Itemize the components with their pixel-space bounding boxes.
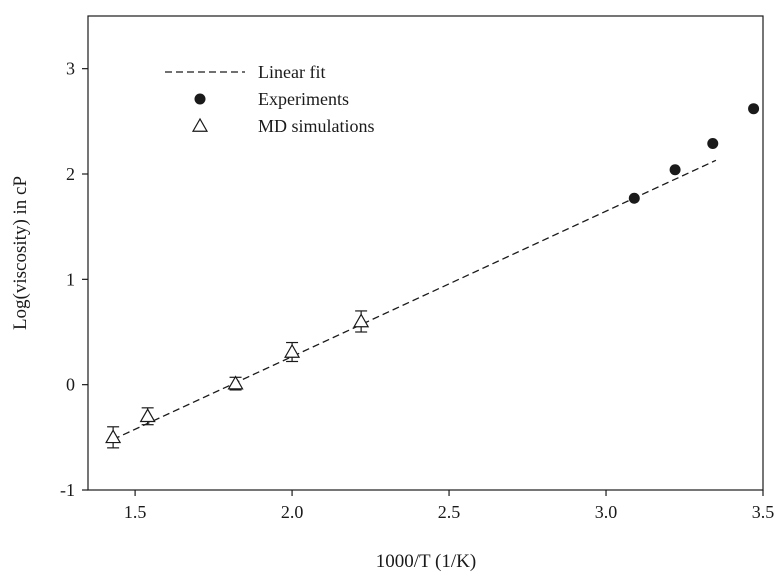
experiment-point [669,164,681,176]
legend: Linear fit Experiments MD simulations [165,62,375,136]
data-points-layer [105,103,760,449]
md-simulation-point [139,408,156,423]
y-tick-label: 0 [66,375,75,395]
legend-label: Experiments [258,89,349,109]
md-simulation-point [284,343,301,358]
y-axis-label: Log(viscosity) in cP [10,176,31,330]
experiment-point [628,192,640,204]
fit-line-layer [112,159,717,441]
x-tick-label: 3.5 [752,502,775,522]
legend-swatch-experiments [194,93,206,105]
y-tick-label: 3 [66,59,75,79]
legend-label: MD simulations [258,116,375,136]
legend-label: Linear fit [258,62,325,82]
y-tick-label: 2 [66,164,75,184]
y-tick-label: 1 [66,269,75,289]
md-simulation-point [227,375,244,390]
linear-fit-line [112,159,717,441]
x-axis: 1.5 2.0 2.5 3.0 3.5 [124,490,774,522]
y-tick-label: -1 [60,480,75,500]
x-tick-label: 3.0 [595,502,618,522]
x-tick-label: 2.0 [281,502,304,522]
md-simulation-point [353,313,370,328]
x-tick-label: 2.5 [438,502,461,522]
experiment-point [748,103,760,115]
plot-area [87,15,764,491]
x-tick-label: 1.5 [124,502,147,522]
experiment-point [707,137,719,149]
y-axis: -1 0 1 2 3 [60,59,88,500]
legend-swatch-md-simulations [191,117,209,132]
x-axis-label: 1000/T (1/K) [376,551,476,572]
plot-border [87,15,764,491]
md-simulation-point [105,429,122,444]
